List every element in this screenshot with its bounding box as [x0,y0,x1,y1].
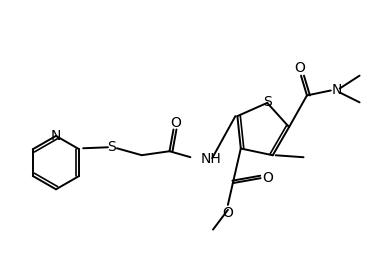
Text: N: N [331,84,342,98]
Text: O: O [262,171,273,185]
Text: O: O [223,206,233,220]
Text: O: O [170,116,181,130]
Text: NH: NH [200,152,221,166]
Text: O: O [295,61,306,75]
Text: S: S [108,140,116,154]
Text: S: S [263,95,272,109]
Text: N: N [51,129,61,143]
